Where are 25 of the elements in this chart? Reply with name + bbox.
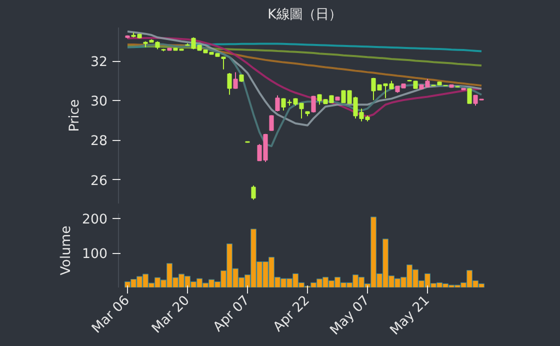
- x-tick-label: Mar 20: [149, 293, 193, 337]
- y-tick-label: 30: [90, 94, 108, 110]
- y-tick-label: 26: [90, 174, 108, 189]
- chart-title: K線圖（日）: [268, 8, 342, 22]
- y-tick-label: 200: [82, 212, 108, 228]
- line-series: [126, 44, 482, 66]
- line-series: [126, 43, 482, 148]
- candlestick: [311, 95, 316, 114]
- x-tick-label: Apr 07: [210, 293, 253, 336]
- line-series: [126, 36, 482, 118]
- candlestick: [221, 56, 226, 70]
- y-axis-title: Price: [68, 99, 83, 132]
- candlestick: [251, 185, 256, 200]
- x-tick-label: Apr 22: [270, 293, 313, 336]
- y-tick-label: 28: [90, 134, 108, 150]
- candlestick: [467, 88, 472, 104]
- candlestick: [269, 114, 274, 132]
- x-tick-label: Mar 06: [89, 293, 133, 337]
- candlestick: [275, 94, 280, 112]
- y-axis-title: Volume: [59, 226, 74, 276]
- candlestick: [227, 72, 232, 96]
- candlestick: [233, 72, 238, 90]
- y-tick-label: 32: [90, 55, 108, 70]
- y-tick-label: 100: [82, 247, 108, 262]
- line-series: [126, 30, 482, 126]
